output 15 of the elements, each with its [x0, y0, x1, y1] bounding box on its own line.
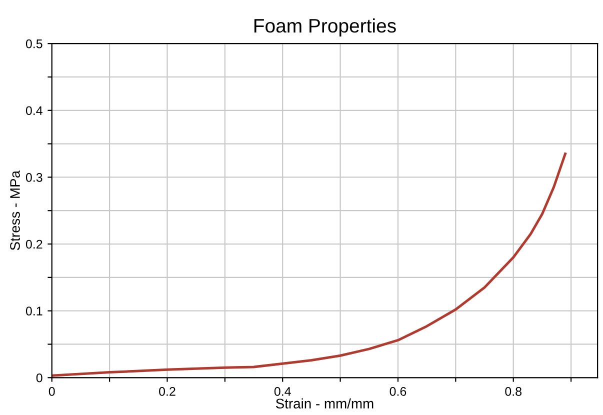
y-tick-label: 0.1: [26, 306, 42, 316]
y-axis-title: Stress - MPa: [10, 170, 20, 250]
x-tick-label: 0.2: [159, 387, 176, 396]
y-tick-label: 0: [36, 373, 42, 382]
y-tick-label: 0.4: [26, 106, 42, 116]
x-axis-title: Strain - mm/mm: [276, 398, 374, 409]
y-tick-label: 0.2: [26, 240, 42, 249]
chart-title: Foam Properties: [254, 18, 396, 36]
x-tick-label: 0.4: [274, 387, 291, 396]
line-series: [52, 152, 567, 377]
x-tick-label: 0: [48, 387, 55, 396]
y-tick-label: 0.5: [26, 39, 42, 48]
x-tick-label: 0.8: [505, 387, 522, 396]
x-tick-label: 0.6: [390, 387, 406, 396]
y-tick-label: 0.3: [26, 173, 42, 182]
